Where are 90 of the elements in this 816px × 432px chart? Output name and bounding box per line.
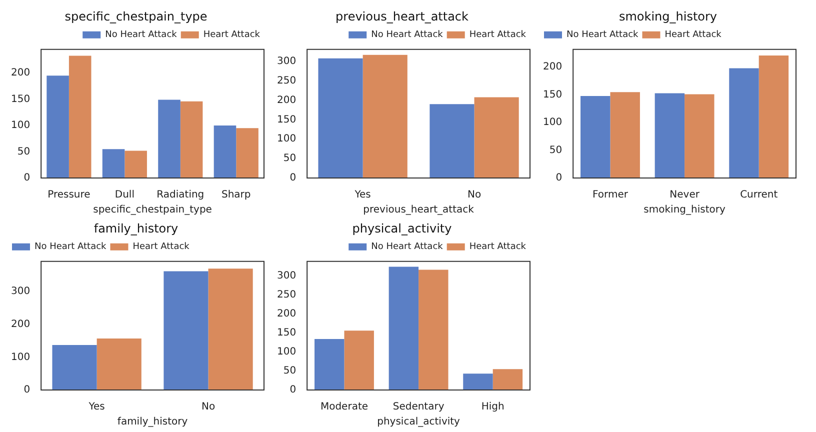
x-tick-label: Pressure <box>48 190 90 201</box>
y-tick-label: 200 <box>276 94 296 106</box>
y-tick-label: 100 <box>10 120 30 132</box>
y-tick-label: 150 <box>10 94 30 105</box>
legend-label: Heart Attack <box>664 30 722 40</box>
bar <box>208 268 253 390</box>
chart-title: specific_chestpain_type <box>64 9 208 24</box>
bar <box>158 100 180 178</box>
y-tick-label: 50 <box>283 366 296 377</box>
y-tick-label: 100 <box>276 134 296 145</box>
bar <box>654 93 685 178</box>
y-tick-label: 0 <box>24 172 30 184</box>
bar <box>318 58 363 178</box>
x-tick-label: Yes <box>88 402 105 413</box>
y-tick-label: 0 <box>290 172 296 184</box>
bar <box>344 330 374 390</box>
y-tick-label: 0 <box>24 384 30 396</box>
x-tick-label: Yes <box>354 190 371 201</box>
y-tick-label: 200 <box>10 68 30 79</box>
bar <box>68 56 92 178</box>
y-tick-label: 200 <box>276 308 296 320</box>
bar <box>96 338 142 390</box>
x-tick-label: Sedentary <box>392 402 444 413</box>
y-tick-label: 50 <box>549 144 562 156</box>
bar <box>180 101 203 178</box>
chart-title: family_history <box>94 221 178 236</box>
bar <box>463 374 493 390</box>
x-tick-label: Current <box>740 190 778 201</box>
y-tick-label: 150 <box>542 89 562 100</box>
x-tick-label: Never <box>670 190 700 201</box>
x-tick-label: Moderate <box>320 402 368 413</box>
x-axis-title: family_history <box>117 416 188 428</box>
chart-title: smoking_history <box>618 9 718 24</box>
legend-label: No Heart Attack <box>105 30 178 40</box>
x-tick-label: High <box>481 402 504 413</box>
bar <box>362 54 408 178</box>
bar <box>52 345 97 390</box>
y-tick-label: 300 <box>276 56 296 68</box>
y-tick-label: 300 <box>276 270 296 282</box>
bar <box>314 339 344 390</box>
legend-label: Heart Attack <box>203 30 261 40</box>
x-tick-label: Sharp <box>221 190 251 201</box>
legend-label: No Heart Attack <box>371 30 444 40</box>
x-axis-title: smoking_history <box>644 204 726 216</box>
y-tick-label: 200 <box>10 318 30 330</box>
y-tick-label: 0 <box>290 384 296 396</box>
legend-label: Heart Attack <box>469 30 527 40</box>
x-tick-label: No <box>467 190 482 201</box>
bar <box>236 128 258 178</box>
y-tick-label: 200 <box>542 62 562 73</box>
bar <box>388 266 419 390</box>
chart-title: previous_heart_attack <box>336 9 469 24</box>
y-tick-label: 250 <box>276 75 296 86</box>
bar <box>430 104 474 178</box>
bar <box>580 96 610 178</box>
x-tick-label: No <box>201 402 216 413</box>
bar <box>214 126 236 178</box>
bar <box>418 270 448 390</box>
bar <box>474 97 519 178</box>
x-axis-title: physical_activity <box>377 416 460 428</box>
y-tick-label: 150 <box>276 328 296 339</box>
bar <box>684 94 714 178</box>
y-tick-label: 250 <box>276 289 296 300</box>
x-tick-label: Former <box>592 190 629 201</box>
bar <box>610 92 640 178</box>
legend-label: No Heart Attack <box>34 242 108 252</box>
x-axis-title: previous_heart_attack <box>363 204 474 216</box>
bar <box>124 150 147 178</box>
x-tick-label: Radiating <box>156 190 204 201</box>
y-tick-label: 150 <box>276 114 296 126</box>
y-tick-label: 0 <box>556 172 562 184</box>
bar <box>758 56 789 178</box>
legend-label: Heart Attack <box>469 242 527 252</box>
bar <box>102 149 125 178</box>
y-tick-label: 100 <box>276 346 296 358</box>
legend-label: Heart Attack <box>132 242 190 252</box>
legend-label: No Heart Attack <box>371 242 444 252</box>
y-tick-label: 300 <box>10 286 30 298</box>
legend-label: No Heart Attack <box>566 30 640 40</box>
y-tick-label: 100 <box>10 352 30 363</box>
y-tick-label: 50 <box>17 146 30 158</box>
bar <box>164 271 208 390</box>
x-tick-label: Dull <box>114 190 134 201</box>
bar <box>46 76 69 178</box>
x-axis-title: specific_chestpain_type <box>93 204 212 216</box>
bar <box>492 369 523 390</box>
bar <box>729 68 759 178</box>
y-tick-label: 50 <box>283 153 296 164</box>
chart-title: physical_activity <box>352 221 452 236</box>
y-tick-label: 100 <box>542 117 562 128</box>
